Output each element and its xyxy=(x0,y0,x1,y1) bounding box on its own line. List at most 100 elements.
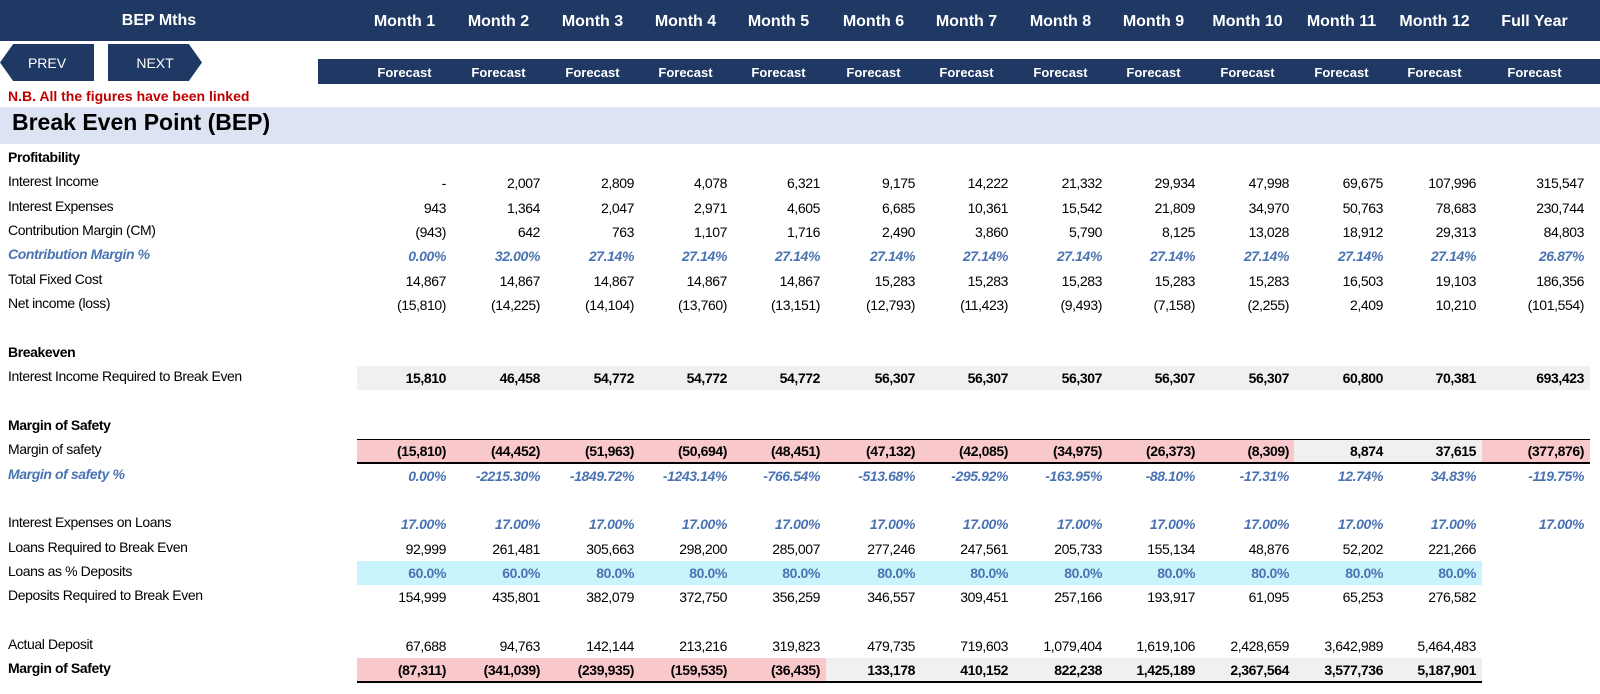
cell-highlight xyxy=(1294,658,1387,683)
table-cell: 80.0% xyxy=(1157,564,1195,581)
table-cell: -1849.72% xyxy=(569,467,635,484)
month-header: Month 9 xyxy=(1122,13,1185,30)
forecast-label: Forecast xyxy=(1507,65,1562,80)
table-cell: (34,975) xyxy=(1053,443,1102,460)
table-cell: 60.0% xyxy=(408,564,446,581)
table-cell: 47,998 xyxy=(1248,175,1290,192)
next-button[interactable]: NEXT xyxy=(108,44,202,81)
table-cell: 13,028 xyxy=(1248,224,1290,241)
table-cell: 1,716 xyxy=(786,224,820,241)
cell-highlight xyxy=(919,439,1013,464)
table-cell: 52,202 xyxy=(1342,540,1384,557)
table-cell: (14,104) xyxy=(585,297,634,314)
prev-button[interactable]: PREV xyxy=(0,44,94,81)
row-label: Margin of safety xyxy=(8,441,102,458)
table-cell: 133,178 xyxy=(867,662,915,679)
row-highlight xyxy=(357,366,1590,391)
cell-highlight xyxy=(919,658,1013,683)
table-cell: 21,809 xyxy=(1154,199,1196,216)
table-cell: 29,934 xyxy=(1154,175,1196,192)
table-cell: 27.14% xyxy=(1149,248,1195,265)
table-rule xyxy=(357,681,1482,684)
table-cell: 27.14% xyxy=(962,248,1008,265)
table-cell: 186,356 xyxy=(1536,272,1584,289)
table-cell: 230,744 xyxy=(1536,199,1584,216)
table-cell: 943 xyxy=(423,199,447,216)
table-cell: (36,435) xyxy=(771,662,820,679)
table-cell: 17.00% xyxy=(681,516,727,533)
row-label: Breakeven xyxy=(8,343,76,360)
forecast-label: Forecast xyxy=(1314,65,1369,80)
table-cell: 56,307 xyxy=(1154,370,1196,387)
table-cell: 9,175 xyxy=(881,175,915,192)
table-cell: 92,999 xyxy=(405,540,447,557)
table-cell: -1243.14% xyxy=(662,467,728,484)
row-label: Interest Income Required to Break Even xyxy=(8,368,242,385)
table-cell: 309,451 xyxy=(960,589,1008,606)
table-cell: 0.00% xyxy=(408,467,446,484)
table-cell: 54,772 xyxy=(593,370,635,387)
table-cell: 37,615 xyxy=(1435,443,1477,460)
table-cell: (2,255) xyxy=(1247,297,1289,314)
forecast-label: Forecast xyxy=(751,65,806,80)
cell-highlight xyxy=(1200,658,1294,683)
table-cell: 6,685 xyxy=(881,199,915,216)
table-cell: 14,222 xyxy=(967,175,1009,192)
table-cell: 27.14% xyxy=(1337,248,1383,265)
table-cell: (15,810) xyxy=(397,443,446,460)
table-cell: 17.00% xyxy=(774,516,820,533)
table-cell: 261,481 xyxy=(492,540,540,557)
cell-highlight xyxy=(731,658,826,683)
table-cell: (42,085) xyxy=(959,443,1008,460)
cell-highlight xyxy=(826,439,919,464)
table-cell: 221,266 xyxy=(1428,540,1476,557)
table-cell: -17.31% xyxy=(1239,467,1290,484)
table-cell: 17.00% xyxy=(1243,516,1289,533)
table-cell: 213,216 xyxy=(679,638,727,654)
month-header: Month 10 xyxy=(1212,13,1283,30)
table-cell: (50,694) xyxy=(678,443,727,460)
forecast-label: Forecast xyxy=(1126,65,1181,80)
table-cell: 94,763 xyxy=(499,638,541,654)
cell-highlight xyxy=(1482,439,1590,464)
cell-highlight xyxy=(731,439,826,464)
table-cell: 27.14% xyxy=(1056,248,1102,265)
table-cell: 276,582 xyxy=(1428,589,1476,606)
table-cell: 80.0% xyxy=(782,564,820,581)
table-rule xyxy=(357,462,1590,465)
table-cell: 285,007 xyxy=(772,540,820,557)
section-band xyxy=(0,107,1600,144)
row-label: Interest Income xyxy=(8,173,99,190)
row-label: Margin of Safety xyxy=(8,416,111,433)
table-cell: 315,547 xyxy=(1536,175,1584,192)
table-cell: 27.14% xyxy=(681,248,727,265)
table-cell: 15,283 xyxy=(874,272,916,289)
table-cell: 56,307 xyxy=(1061,370,1103,387)
table-cell: 298,200 xyxy=(679,540,727,557)
table-cell: 17.00% xyxy=(400,516,446,533)
table-cell: 29,313 xyxy=(1435,224,1477,241)
table-cell: (159,535) xyxy=(670,662,728,679)
table-cell: 56,307 xyxy=(1248,370,1290,387)
row-label: Net income (loss) xyxy=(8,295,111,312)
table-cell: 2,428,659 xyxy=(1230,638,1289,654)
cell-highlight xyxy=(451,439,545,464)
table-cell: 822,238 xyxy=(1054,662,1102,679)
cell-highlight xyxy=(1387,439,1482,464)
table-cell: 2,490 xyxy=(881,224,915,241)
forecast-label: Forecast xyxy=(1033,65,1088,80)
forecast-label: Forecast xyxy=(565,65,620,80)
header-bar xyxy=(0,0,1600,41)
table-cell: 12.74% xyxy=(1337,467,1383,484)
forecast-label: Forecast xyxy=(1220,65,1275,80)
table-cell: 1,079,404 xyxy=(1043,638,1102,654)
month-header: Month 6 xyxy=(842,13,905,30)
table-cell: 642 xyxy=(517,224,541,241)
table-cell: 17.00% xyxy=(588,516,634,533)
table-cell: 80.0% xyxy=(1251,564,1289,581)
month-header: Month 11 xyxy=(1306,13,1377,30)
month-header: Month 4 xyxy=(654,13,717,30)
subheader-bar xyxy=(318,59,1600,84)
table-cell: 1,364 xyxy=(506,199,540,216)
forecast-label: Forecast xyxy=(377,65,432,80)
